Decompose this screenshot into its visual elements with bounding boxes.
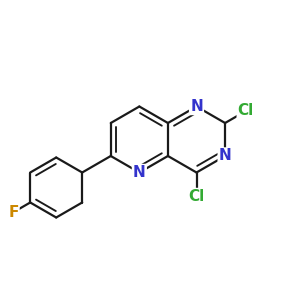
- Text: Cl: Cl: [238, 103, 254, 118]
- Text: N: N: [190, 99, 203, 114]
- Text: N: N: [133, 165, 146, 180]
- Text: N: N: [219, 148, 232, 164]
- Text: F: F: [8, 205, 19, 220]
- Text: Cl: Cl: [188, 189, 205, 204]
